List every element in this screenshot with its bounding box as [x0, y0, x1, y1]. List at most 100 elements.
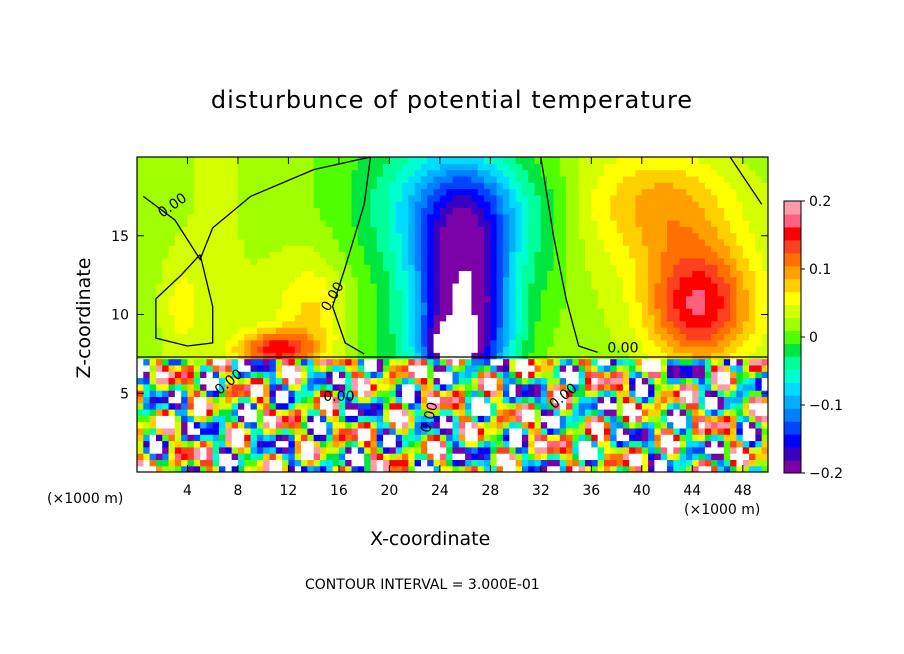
heatmap-cell — [181, 194, 189, 202]
heatmap-cell — [717, 427, 725, 435]
heatmap-cell — [717, 346, 725, 353]
heatmap-cell — [717, 232, 725, 240]
heatmap-cell — [351, 201, 359, 208]
heatmap-cell — [326, 276, 334, 284]
heatmap-cell — [225, 371, 233, 379]
heatmap-cell — [244, 169, 252, 177]
heatmap-cell — [301, 320, 308, 328]
heatmap-cell — [219, 201, 226, 208]
heatmap-cell — [219, 295, 226, 303]
heatmap-cell — [420, 364, 428, 372]
heatmap-cell — [294, 245, 302, 253]
heatmap-cell — [149, 295, 157, 303]
heatmap-cell — [288, 465, 296, 472]
heatmap-cell — [509, 157, 517, 164]
heatmap-cell — [149, 270, 157, 278]
heatmap-cell — [496, 295, 504, 303]
heatmap-cell — [723, 434, 731, 442]
heatmap-cell — [749, 289, 756, 297]
heatmap-cell — [559, 182, 567, 190]
heatmap-cell — [566, 320, 573, 328]
heatmap-cell — [622, 194, 630, 202]
heatmap-cell — [629, 446, 637, 454]
heatmap-cell — [471, 427, 479, 435]
heatmap-cell — [155, 283, 163, 290]
heatmap-cell — [225, 364, 233, 372]
heatmap-cell — [521, 320, 529, 328]
heatmap-cell — [231, 163, 239, 171]
heatmap-cell — [149, 188, 157, 196]
heatmap-cell — [540, 232, 548, 240]
heatmap-cell — [446, 390, 454, 397]
heatmap-cell — [547, 182, 555, 190]
heatmap-cell — [717, 188, 725, 196]
heatmap-cell — [193, 390, 201, 397]
heatmap-cell — [597, 409, 605, 416]
heatmap-cell — [357, 364, 365, 372]
heatmap-cell — [383, 352, 390, 360]
heatmap-cell — [641, 201, 649, 208]
heatmap-cell — [736, 364, 744, 372]
heatmap-cell — [193, 295, 201, 303]
heatmap-cell — [452, 427, 460, 435]
heatmap-cell — [174, 301, 182, 309]
heatmap-cell — [730, 446, 738, 454]
heatmap-cell — [414, 383, 422, 391]
heatmap-cell — [181, 358, 189, 366]
heatmap-cell — [465, 327, 473, 334]
heatmap-cell — [364, 163, 372, 171]
heatmap-cell — [395, 157, 403, 164]
heatmap-cell — [364, 409, 372, 416]
heatmap-cell — [383, 358, 390, 366]
heatmap-cell — [477, 409, 485, 416]
heatmap-cell — [420, 289, 428, 297]
heatmap-cell — [578, 320, 586, 328]
heatmap-cell — [622, 383, 630, 391]
heatmap-cell — [534, 157, 542, 164]
heatmap-cell — [269, 427, 277, 435]
heatmap-cell — [174, 358, 182, 366]
heatmap-cell — [572, 175, 580, 183]
heatmap-cell — [654, 434, 662, 442]
heatmap-cell — [433, 308, 441, 316]
heatmap-cell — [736, 251, 744, 259]
heatmap-cell — [679, 459, 687, 467]
heatmap-cell — [616, 226, 624, 234]
heatmap-cell — [319, 402, 327, 410]
heatmap-cell — [502, 446, 510, 454]
heatmap-cell — [528, 182, 536, 190]
heatmap-cell — [231, 257, 239, 265]
heatmap-cell — [509, 333, 517, 341]
heatmap-cell — [723, 390, 731, 397]
heatmap-cell — [231, 232, 239, 240]
heatmap-cell — [679, 175, 687, 183]
heatmap-cell — [288, 446, 296, 454]
heatmap-cell — [679, 390, 687, 397]
heatmap-cell — [660, 446, 668, 454]
heatmap-cell — [256, 245, 264, 253]
heatmap-cell — [761, 194, 768, 202]
heatmap-cell — [730, 188, 738, 196]
heatmap-cell — [313, 157, 321, 164]
heatmap-cell — [237, 213, 245, 221]
heatmap-cell — [332, 421, 340, 429]
heatmap-cell — [578, 415, 586, 423]
heatmap-cell — [231, 314, 239, 322]
heatmap-cell — [616, 377, 624, 385]
heatmap-cell — [269, 301, 277, 309]
heatmap-cell — [534, 270, 542, 278]
heatmap-cell — [585, 371, 592, 379]
heatmap-cell — [736, 226, 744, 234]
heatmap-cell — [730, 465, 738, 472]
heatmap-cell — [174, 371, 182, 379]
heatmap-cell — [319, 213, 327, 221]
heatmap-cell — [509, 295, 517, 303]
heatmap-cell — [389, 364, 397, 372]
heatmap-cell — [219, 289, 226, 297]
heatmap-cell — [256, 402, 264, 410]
heatmap-cell — [181, 453, 189, 460]
heatmap-cell — [610, 314, 618, 322]
heatmap-cell — [389, 446, 397, 454]
heatmap-cell — [389, 238, 397, 246]
heatmap-cell — [667, 364, 674, 372]
